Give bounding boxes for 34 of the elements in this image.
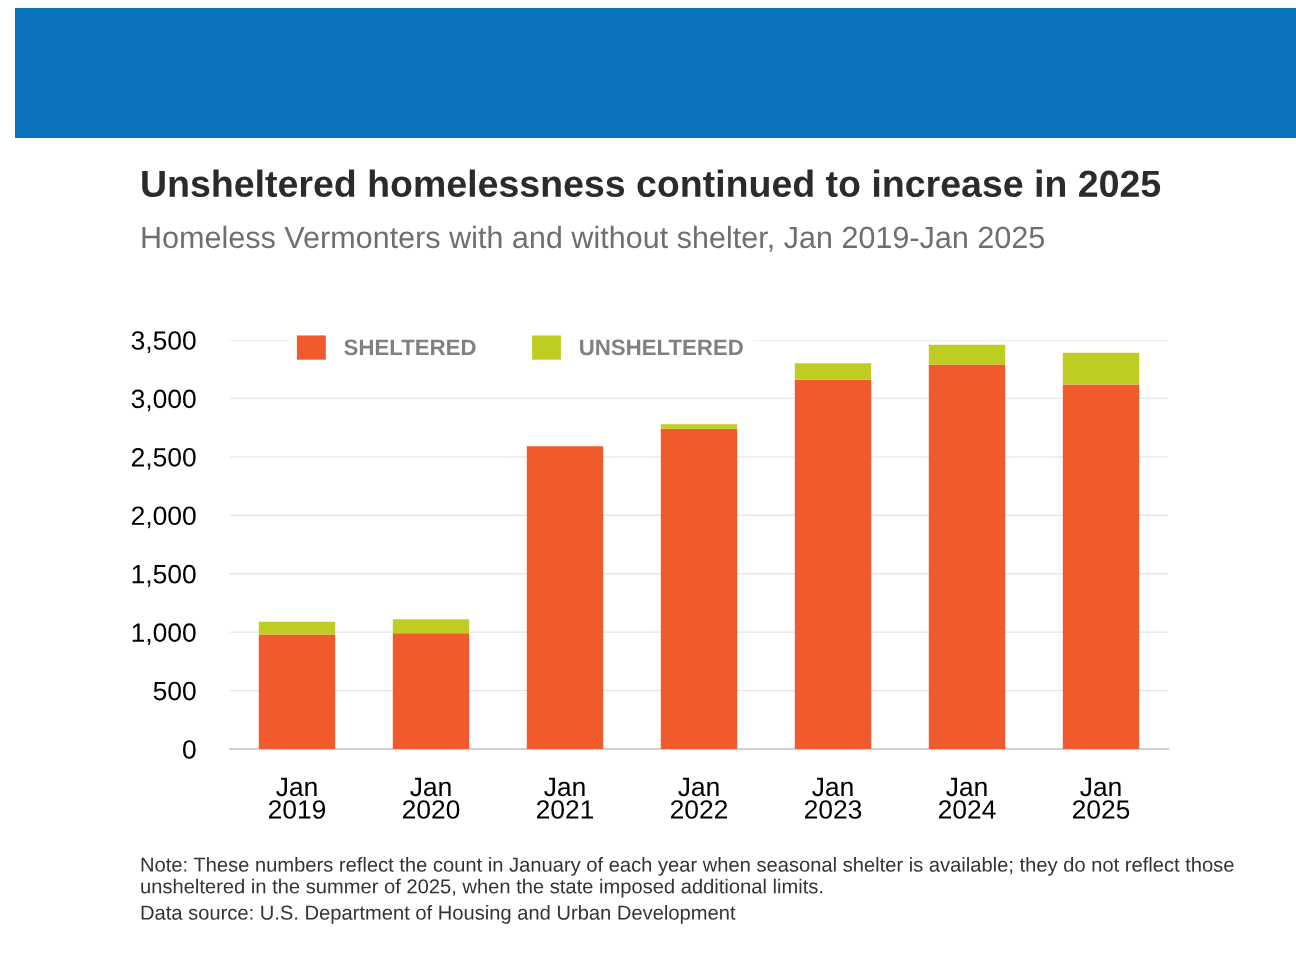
bar	[1062, 384, 1140, 749]
bar	[660, 424, 738, 429]
source-note: Data source: U.S. Department of Housing and Urban Development	[141, 905, 736, 924]
y-tick-label: 0	[183, 740, 196, 759]
bar	[794, 363, 872, 380]
legend-label: SHELTERED	[344, 339, 476, 356]
x-tick-label: Jan 2022	[670, 777, 728, 819]
legend-label: UNSHELTERED	[580, 339, 743, 356]
bar	[928, 344, 1006, 365]
bar	[928, 364, 1006, 749]
y-tick-label: 1,500	[132, 564, 196, 587]
y-tick-label: 3,500	[131, 331, 196, 353]
y-tick-label: 500	[153, 681, 196, 701]
x-tick-label: Jan 2025	[1072, 777, 1130, 819]
chart-title: Unsheltered homelessness continued to increase in 2025	[142, 169, 1161, 198]
y-tick-label: 2,500	[131, 447, 196, 470]
x-tick-label: Jan 2019	[268, 777, 326, 819]
text: Note: These numbers reflect the count in January of each year when seasonal shelter is available; they do not reflect those unsheltered in the summer of 2025, when the state imposed additional limits.	[141, 857, 1234, 898]
y-tick-label: 2,000	[131, 506, 196, 529]
bar	[258, 621, 336, 635]
y-tick-label: 3,000	[131, 389, 196, 412]
x-tick-label: Jan 2023	[804, 777, 862, 819]
bar	[526, 446, 604, 749]
bar	[794, 379, 872, 749]
bar	[660, 428, 738, 749]
bar	[1062, 352, 1140, 385]
bar	[392, 633, 470, 749]
chart-subtitle: Homeless Vermonters with and without shelter, Jan 2019-Jan 2025	[142, 225, 1045, 252]
x-tick-label: Jan 2020	[402, 777, 460, 819]
bar	[392, 619, 470, 634]
x-tick-label: Jan 2021	[536, 777, 594, 819]
x-tick-label: Jan 2024	[938, 777, 996, 819]
y-tick-label: 1,000	[132, 623, 196, 646]
bar	[258, 634, 336, 749]
